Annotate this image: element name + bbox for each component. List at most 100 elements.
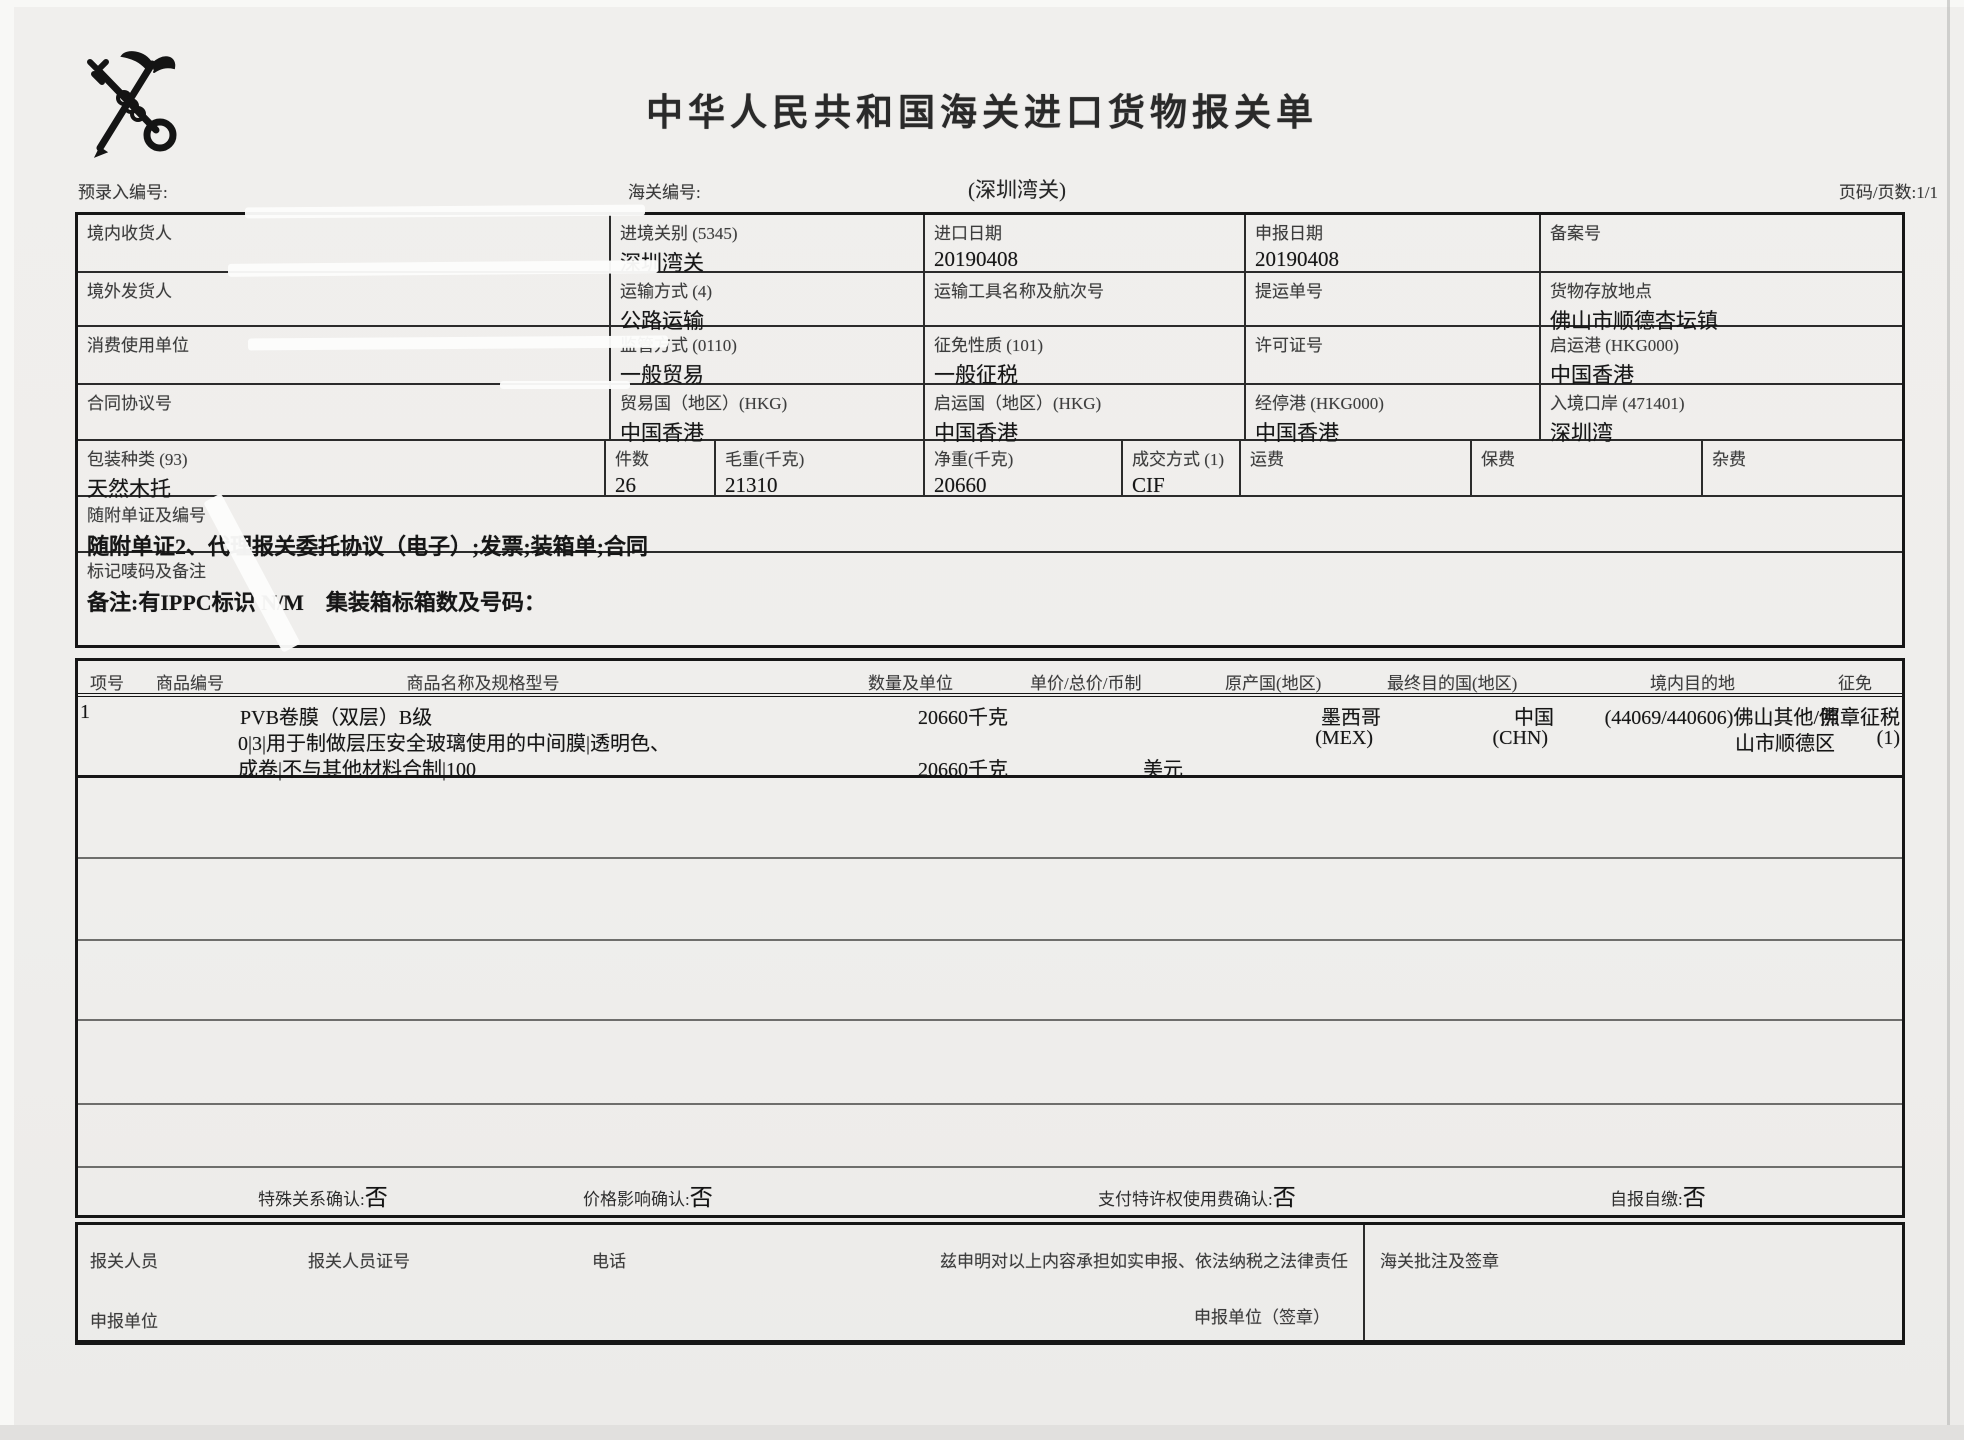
- field-value: 20190408: [934, 247, 1018, 271]
- confirm-value: 否: [1272, 1185, 1296, 1210]
- field-label: 贸易国（地区）(HKG): [620, 394, 788, 413]
- goods-item-desc-line3: 成卷|不与其他材料合制|100: [238, 759, 477, 781]
- declare-unit-seal-label: 申报单位（签章）: [1194, 1308, 1330, 1327]
- field-departure-country: 启运国（地区）(HKG) 中国香港: [925, 385, 1246, 445]
- confirm-self-declare: 自报自缴:否: [1610, 1178, 1706, 1212]
- goods-item-desc-line1: PVB卷膜（双层）B级: [240, 707, 433, 729]
- field-consumer-unit: 消费使用单位: [78, 327, 611, 383]
- field-transit-port: 经停港 (HKG000) 中国香港: [1246, 385, 1541, 445]
- field-label: 经停港 (HKG000): [1255, 394, 1384, 413]
- pre-entry-no-label: 预录入编号:: [78, 183, 168, 202]
- goods-table: 项号 商品编号 商品名称及规格型号 数量及单位 单价/总价/币制 原产国(地区)…: [75, 658, 1905, 1218]
- confirm-royalty-payment: 支付特许权使用费确认:否: [1098, 1178, 1296, 1212]
- field-license-no: 许可证号: [1246, 327, 1541, 383]
- field-transaction-mode: 成交方式 (1) CIF: [1123, 441, 1241, 497]
- field-row: 境外发货人 运输方式 (4) 公路运输 运输工具名称及航次号 提运单号 货物存放…: [78, 273, 1902, 333]
- goods-item-qty1: 20660千克: [918, 707, 1008, 729]
- field-value: 佛山市顺德杏坛镇: [1550, 309, 1718, 333]
- field-bill-no: 提运单号: [1246, 273, 1541, 325]
- declarant-label: 报关人员: [90, 1252, 158, 1271]
- declare-unit-label: 申报单位: [90, 1312, 158, 1331]
- field-overseas-shipper: 境外发货人: [78, 273, 611, 325]
- field-label: 保费: [1481, 450, 1515, 469]
- field-piece-count: 件数 26: [606, 441, 716, 497]
- field-label: 随附单证及编号: [87, 506, 206, 525]
- field-transport-name: 运输工具名称及航次号: [925, 273, 1246, 325]
- page-title: 中华人民共和国海关进口货物报关单: [646, 93, 1318, 134]
- page-number-info: 页码/页数:1/1: [1838, 183, 1938, 202]
- field-import-date: 进口日期 20190408: [925, 215, 1246, 271]
- field-trade-country: 贸易国（地区）(HKG) 中国香港: [611, 385, 925, 445]
- field-entry-port: 入境口岸 (471401) 深圳湾: [1541, 385, 1902, 445]
- scan-right-edge-line: [1947, 0, 1950, 1440]
- field-label: 运输方式 (4): [620, 282, 713, 301]
- goods-col-origin: 原产国(地区): [1225, 674, 1322, 693]
- goods-item-qty2: 20660千克: [918, 759, 1008, 781]
- field-value: 中国香港: [1255, 421, 1339, 445]
- field-supervision-mode: 监管方式 (0110) 一般贸易: [611, 327, 925, 387]
- goods-item-row: 1 PVB卷膜（双层）B级 0|3|用于制做层压安全玻璃使用的中间膜|透明色、 …: [78, 697, 1902, 781]
- field-value: 26: [615, 473, 636, 497]
- confirm-value: 否: [1682, 1185, 1706, 1210]
- goods-col-qty-unit: 数量及单位: [868, 674, 953, 693]
- field-label: 运费: [1250, 450, 1284, 469]
- goods-item-domestic-line1: (44069/440606)佛山其他/佛: [1604, 707, 1839, 729]
- field-entry-customs: 进境关别 (5345) 深圳湾关: [611, 215, 925, 275]
- field-value: 中国香港: [934, 421, 1018, 445]
- field-value: 随附单证2、代理报关委托协议（电子）;发票;装箱单;合同: [87, 534, 648, 559]
- goods-col-item-no: 项号: [90, 674, 124, 693]
- declaration-statement: 兹申明对以上内容承担如实申报、依法纳税之法律责任: [940, 1252, 1348, 1271]
- goods-item-exemption-line2: (1): [1876, 727, 1900, 749]
- field-marks-notes: 标记唛码及备注 备注:有IPPC标识 N/M 集装箱标箱数及号码：: [78, 553, 1902, 645]
- field-value: 深圳湾: [1550, 421, 1613, 445]
- field-value: 20660: [934, 473, 987, 497]
- field-label: 运输工具名称及航次号: [934, 282, 1104, 301]
- empty-row-divider: [78, 1103, 1902, 1105]
- scan-bottom-edge: [0, 1425, 1964, 1440]
- field-label: 货物存放地点: [1550, 282, 1652, 301]
- field-attached-docs: 随附单证及编号 随附单证2、代理报关委托协议（电子）;发票;装箱单;合同: [78, 497, 1902, 559]
- field-package-type: 包装种类 (93) 天然木托: [78, 441, 606, 501]
- field-row: 消费使用单位 监管方式 (0110) 一般贸易 征免性质 (101) 一般征税 …: [78, 327, 1902, 387]
- field-net-weight: 净重(千克) 20660: [925, 441, 1123, 497]
- field-row: 合同协议号 贸易国（地区）(HKG) 中国香港 启运国（地区）(HKG) 中国香…: [78, 385, 1902, 445]
- confirm-label: 支付特许权使用费确认:: [1098, 1190, 1273, 1209]
- goods-item-currency: 美元: [1143, 759, 1183, 781]
- goods-col-exemption: 征免: [1838, 674, 1872, 693]
- field-label: 境外发货人: [87, 282, 172, 301]
- field-value: 天然木托: [87, 477, 171, 501]
- field-label: 进境关别 (5345): [620, 224, 738, 243]
- field-label: 许可证号: [1255, 336, 1323, 355]
- field-contract-no: 合同协议号: [78, 385, 611, 439]
- field-value: 一般贸易: [620, 363, 704, 387]
- goods-header-row: 项号 商品编号 商品名称及规格型号 数量及单位 单价/总价/币制 原产国(地区)…: [78, 661, 1902, 697]
- field-value: 21310: [725, 473, 778, 497]
- field-label: 征免性质 (101): [934, 336, 1044, 355]
- confirm-label: 自报自缴:: [1610, 1190, 1683, 1209]
- field-declare-date: 申报日期 20190408: [1246, 215, 1541, 271]
- goods-col-price: 单价/总价/币制: [1030, 674, 1142, 693]
- field-label: 启运港 (HKG000): [1550, 336, 1679, 355]
- field-value: 中国香港: [620, 421, 704, 445]
- field-value: 公路运输: [620, 309, 704, 333]
- field-value: 20190408: [1255, 247, 1339, 271]
- customs-no-label: 海关编号:: [628, 183, 701, 202]
- field-label: 进口日期: [934, 224, 1002, 243]
- goods-item-no: 1: [80, 701, 90, 723]
- confirm-price-influence: 价格影响确认:否: [583, 1178, 713, 1212]
- customs-emblem-logo: [87, 51, 177, 158]
- declarant-id-label: 报关人员证号: [308, 1252, 410, 1271]
- field-label: 杂费: [1712, 450, 1746, 469]
- field-label: 申报日期: [1255, 224, 1323, 243]
- goods-item-domestic-line2: 山市顺德区: [1735, 733, 1835, 755]
- field-departure-port: 启运港 (HKG000) 中国香港: [1541, 327, 1902, 387]
- confirm-value: 否: [364, 1185, 388, 1210]
- field-value: 备注:有IPPC标识 N/M 集装箱标箱数及号码：: [87, 590, 546, 615]
- field-label: 消费使用单位: [87, 336, 189, 355]
- field-misc-fees: 杂费: [1703, 441, 1902, 495]
- empty-row-divider: [78, 1019, 1902, 1021]
- goods-item-dest-line2: (CHN): [1492, 727, 1548, 749]
- goods-col-name-spec: 商品名称及规格型号: [406, 674, 560, 693]
- goods-item-origin-line1: 墨西哥: [1321, 707, 1381, 729]
